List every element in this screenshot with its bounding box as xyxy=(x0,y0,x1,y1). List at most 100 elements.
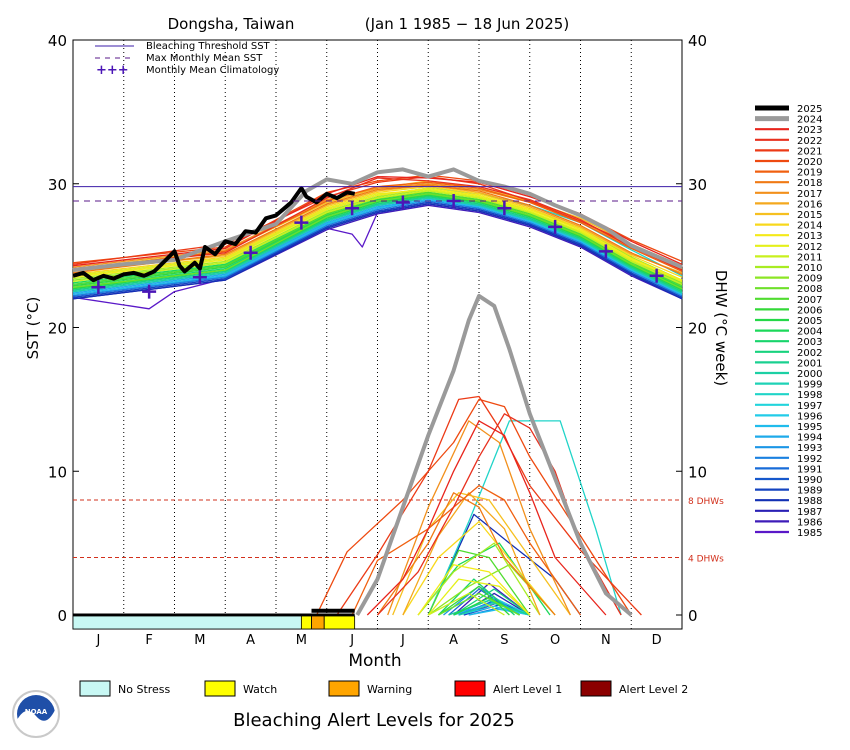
dhw-line-2016 xyxy=(402,492,541,616)
year-legend: 2025202420232022202120202019201820172016… xyxy=(755,104,822,539)
alert-legend-label: Alert Level 2 xyxy=(619,683,688,696)
sst-line-2025 xyxy=(72,186,356,283)
y-axis-right-label: DHW (°C week) xyxy=(712,270,730,386)
year-legend-label: 2020 xyxy=(797,157,822,168)
y-axis-left-label: SST (°C) xyxy=(24,297,42,360)
x-tick-label: A xyxy=(246,633,255,648)
year-legend-label: 2016 xyxy=(797,199,822,210)
dhw-line-2008 xyxy=(438,592,520,616)
climatology-marker xyxy=(345,201,360,216)
alert-legend-swatch xyxy=(580,680,612,697)
y-tick-label-right: 20 xyxy=(688,320,707,338)
sst-line-1986 xyxy=(72,204,683,300)
dhw-line-2017 xyxy=(387,420,571,616)
climatology-marker xyxy=(91,280,106,295)
year-legend-label: 2017 xyxy=(797,189,822,200)
threshold-lines xyxy=(73,186,682,202)
dhw-line-2019 xyxy=(351,484,582,616)
year-legend-label: 2010 xyxy=(797,263,822,274)
year-legend-label: 2008 xyxy=(797,284,822,295)
year-legend-label: 2013 xyxy=(797,231,822,242)
x-axis-label: Month xyxy=(348,651,401,671)
year-legend-label: 1991 xyxy=(797,464,822,475)
year-legend-label: 2002 xyxy=(797,348,822,359)
dhw-reference-label: 4 DHWs xyxy=(688,555,724,565)
climatology-marker xyxy=(192,270,207,285)
alert-bar-segment xyxy=(300,615,312,630)
dhw-line-2014 xyxy=(402,520,556,616)
x-tick-label: A xyxy=(449,633,458,648)
x-tick-label: N xyxy=(601,633,611,648)
x-tick-label: J xyxy=(349,633,354,648)
dhw-line-2006 xyxy=(438,585,510,616)
alert-legend-label: Warning xyxy=(367,683,412,696)
noaa-logo-text: NOAA xyxy=(25,708,48,716)
alert-legend-label: Watch xyxy=(243,683,277,696)
dhw-line-2015 xyxy=(392,492,571,616)
year-legend-label: 1988 xyxy=(797,496,822,507)
y-tick-label-right: 0 xyxy=(688,607,698,625)
sst-line-2014 xyxy=(72,185,683,278)
x-tick-label: D xyxy=(652,633,662,648)
climatology-marker xyxy=(142,284,157,299)
top-legend: Bleaching Threshold SST Max Monthly Mean… xyxy=(95,41,279,78)
year-legend-label: 2004 xyxy=(797,327,822,338)
climatology-marker xyxy=(395,195,410,210)
y-tick-label-right: 30 xyxy=(688,176,707,194)
alert-legend-label: No Stress xyxy=(118,683,171,696)
alert-legend-swatch xyxy=(328,680,360,697)
dhw-line-2024 xyxy=(355,293,633,617)
year-legend-label: 2006 xyxy=(797,305,822,316)
alert-legend-swatch xyxy=(454,680,486,697)
dhw-line-1998 xyxy=(427,420,622,616)
year-legend-label: 2000 xyxy=(797,369,822,380)
year-legend-label: 1994 xyxy=(797,433,822,444)
dhw-line-2011 xyxy=(427,592,505,616)
year-legend-label: 2019 xyxy=(797,168,822,179)
sst-line-2024 xyxy=(72,167,683,272)
sst-line-2013 xyxy=(72,187,683,281)
legend-threshold-label: Bleaching Threshold SST xyxy=(146,41,271,52)
year-legend-label: 2009 xyxy=(797,274,822,285)
x-tick-label: S xyxy=(500,633,508,648)
dhw-line-2007 xyxy=(427,549,531,616)
year-legend-label: 1992 xyxy=(797,454,822,465)
year-legend-label: 2014 xyxy=(797,221,822,232)
dhw-line-2012 xyxy=(427,578,531,616)
climatology-marker xyxy=(243,245,258,260)
year-legend-label: 2021 xyxy=(797,146,822,157)
legend-mmm-label: Max Monthly Mean SST xyxy=(146,53,263,64)
x-tick-label: F xyxy=(145,633,152,648)
monthly-climatology-markers xyxy=(91,194,664,299)
year-legend-label: 2007 xyxy=(797,295,822,306)
year-legend-label: 2015 xyxy=(797,210,822,221)
year-legend-label: 2025 xyxy=(797,104,822,115)
alert-level-bar-2025 xyxy=(72,613,356,630)
year-legend-label: 1996 xyxy=(797,411,822,422)
alert-bar-segment xyxy=(311,615,325,630)
dhw-line-2020 xyxy=(316,398,632,616)
dhw-reference-lines: 8 DHWs 4 DHWs xyxy=(73,497,724,565)
x-tick-label: M xyxy=(296,633,307,648)
alert-bar-segment xyxy=(323,615,356,630)
alert-legend-label: Alert Level 1 xyxy=(493,683,562,696)
noaa-logo: NOAA xyxy=(12,690,60,738)
dhw-reference-label: 8 DHWs xyxy=(688,497,724,507)
year-legend-label: 1999 xyxy=(797,380,822,391)
year-legend-label: 1998 xyxy=(797,390,822,401)
dhw-line-2018 xyxy=(376,492,556,616)
y-tick-label-right: 10 xyxy=(688,463,707,481)
legend-climatology-marker: +++ xyxy=(96,63,129,78)
year-legend-label: 2012 xyxy=(797,242,822,253)
x-tick-label: O xyxy=(550,633,560,648)
year-legend-label: 1985 xyxy=(797,528,822,539)
year-legend-label: 1993 xyxy=(797,443,822,454)
y-tick-label-left: 30 xyxy=(48,176,67,194)
y-tick-label-left: 40 xyxy=(48,32,67,50)
year-legend-label: 1986 xyxy=(797,517,822,528)
alert-level-legend: No Stress Watch Warning Alert Level 1 Alert … xyxy=(79,680,688,697)
year-legend-label: 1989 xyxy=(797,486,822,497)
climatology-marker xyxy=(548,219,563,234)
y-tick-label-left: 0 xyxy=(57,607,67,625)
